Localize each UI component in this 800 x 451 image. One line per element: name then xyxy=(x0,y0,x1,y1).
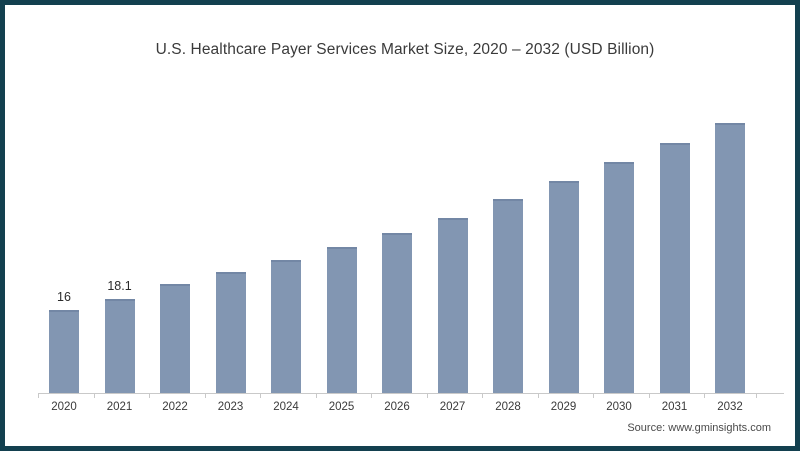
x-axis-tick xyxy=(426,393,428,398)
bar-2031 xyxy=(659,142,690,393)
x-tick-label-2020: 2020 xyxy=(51,401,77,413)
bar-2025 xyxy=(326,247,357,393)
x-tick-label-2027: 2027 xyxy=(439,401,466,413)
x-tick-label-2026: 2026 xyxy=(384,401,410,413)
x-axis-tick xyxy=(756,393,757,398)
x-axis-tick xyxy=(93,393,95,398)
x-tick-label-2031: 2031 xyxy=(661,401,688,413)
x-axis-tick xyxy=(537,393,539,398)
bar-2021 xyxy=(104,299,135,393)
bar-2030 xyxy=(604,161,634,393)
source-caption: Source: www.gminsights.com xyxy=(627,422,771,434)
x-tick-label-2021: 2021 xyxy=(106,401,133,413)
x-axis-tick xyxy=(38,393,39,398)
bar-value-label-2020: 16 xyxy=(57,289,71,304)
x-axis-tick xyxy=(149,393,150,398)
x-tick-label-2030: 2030 xyxy=(606,401,632,413)
chart-title: U.S. Healthcare Payer Services Market Si… xyxy=(155,41,655,58)
x-tick-label-2024: 2024 xyxy=(273,401,299,413)
bar-2020 xyxy=(49,309,79,393)
x-axis-tick xyxy=(204,393,206,398)
x-axis-tick xyxy=(648,393,650,398)
bar-2027 xyxy=(437,218,468,393)
bar-2029 xyxy=(548,180,579,393)
x-axis-line xyxy=(39,393,784,394)
bar-2026 xyxy=(382,233,412,393)
bar-2023 xyxy=(215,272,246,393)
x-axis-tick xyxy=(315,393,317,398)
bar-2028 xyxy=(493,198,523,393)
bar-2024 xyxy=(271,260,301,393)
x-axis-tick xyxy=(482,393,483,398)
bar-2032 xyxy=(715,123,745,393)
x-axis-tick xyxy=(371,393,372,398)
bar-value-label-2021: 18.1 xyxy=(107,279,132,294)
x-axis-tick xyxy=(260,393,261,398)
x-axis-tick xyxy=(593,393,594,398)
x-tick-label-2032: 2032 xyxy=(717,401,743,413)
x-tick-label-2023: 2023 xyxy=(217,401,244,413)
x-tick-label-2022: 2022 xyxy=(162,401,188,413)
x-axis-tick xyxy=(704,393,705,398)
x-tick-label-2028: 2028 xyxy=(495,401,521,413)
x-tick-label-2029: 2029 xyxy=(550,401,577,413)
plot-area: 16 18.1 2020 2021 2022 2023 2024 2025 2026 2027 2… xyxy=(5,5,795,446)
x-tick-label-2025: 2025 xyxy=(328,401,355,413)
bar-2022 xyxy=(160,283,190,393)
